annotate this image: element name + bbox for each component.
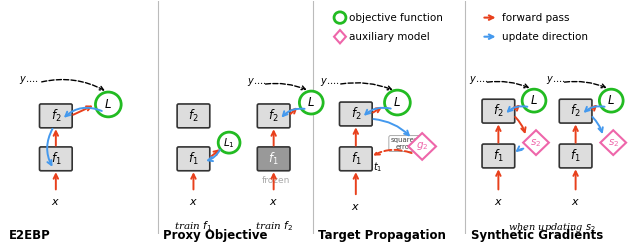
Circle shape: [522, 89, 546, 112]
Text: $x$: $x$: [494, 197, 503, 207]
Polygon shape: [523, 130, 549, 155]
Circle shape: [600, 89, 623, 112]
FancyBboxPatch shape: [257, 147, 290, 171]
Polygon shape: [600, 130, 626, 155]
FancyBboxPatch shape: [559, 144, 592, 168]
FancyBboxPatch shape: [177, 104, 210, 128]
Text: $x$: $x$: [51, 197, 60, 207]
Text: $f_1$: $f_1$: [188, 151, 199, 167]
Text: $y$....: $y$....: [468, 74, 488, 86]
Text: $f_2$: $f_2$: [570, 103, 581, 119]
Text: squared
error: squared error: [390, 137, 419, 150]
Text: forward pass: forward pass: [502, 13, 570, 23]
Text: frozen: frozen: [262, 176, 290, 185]
Text: $y$....: $y$....: [320, 76, 340, 88]
FancyBboxPatch shape: [339, 102, 372, 126]
Text: update direction: update direction: [502, 32, 588, 42]
Text: $L$: $L$: [307, 96, 315, 109]
FancyBboxPatch shape: [339, 147, 372, 171]
Text: when updating $s_2$: when updating $s_2$: [508, 221, 596, 234]
Text: $f_2$: $f_2$: [351, 106, 361, 122]
Text: $L$: $L$: [394, 96, 401, 109]
Text: $f_1$: $f_1$: [268, 151, 279, 167]
Text: train $f_1$: train $f_1$: [174, 219, 212, 233]
Text: $x$: $x$: [571, 197, 580, 207]
Text: $y$....: $y$....: [546, 74, 566, 86]
FancyBboxPatch shape: [40, 147, 72, 171]
Circle shape: [385, 90, 410, 115]
FancyBboxPatch shape: [177, 147, 210, 171]
Text: $f_1$: $f_1$: [51, 151, 61, 167]
Text: $f_2$: $f_2$: [493, 103, 504, 119]
Text: $g_2$: $g_2$: [416, 141, 428, 152]
Text: $y$....: $y$....: [247, 76, 266, 88]
Text: objective function: objective function: [349, 13, 443, 23]
Text: $L$: $L$: [607, 94, 615, 107]
Text: $L_1$: $L_1$: [223, 136, 235, 150]
Circle shape: [334, 12, 346, 23]
Text: $x$: $x$: [351, 202, 360, 212]
Text: $f_1$: $f_1$: [493, 148, 504, 164]
Text: $f_2$: $f_2$: [51, 108, 61, 124]
FancyBboxPatch shape: [40, 104, 72, 128]
Text: $x$: $x$: [269, 197, 278, 207]
Text: $s_2$: $s_2$: [531, 137, 541, 149]
Text: $f_1$: $f_1$: [351, 151, 361, 167]
Circle shape: [218, 132, 240, 153]
Text: $f_1$: $f_1$: [570, 148, 581, 164]
Circle shape: [95, 92, 121, 117]
Text: $L$: $L$: [530, 94, 538, 107]
FancyBboxPatch shape: [482, 144, 515, 168]
FancyBboxPatch shape: [482, 99, 515, 123]
Text: $s_2$: $s_2$: [607, 137, 619, 149]
Text: auxiliary model: auxiliary model: [349, 32, 429, 42]
Text: Synthetic Gradients: Synthetic Gradients: [470, 228, 603, 242]
Circle shape: [300, 91, 323, 114]
Text: $x$: $x$: [189, 197, 198, 207]
Text: Target Propagation: Target Propagation: [318, 228, 446, 242]
Text: $f_2$: $f_2$: [268, 108, 279, 124]
Text: $t_1$: $t_1$: [373, 160, 382, 174]
FancyBboxPatch shape: [257, 104, 290, 128]
Polygon shape: [408, 133, 436, 160]
Text: E2EBP: E2EBP: [10, 228, 51, 242]
Text: $L$: $L$: [104, 98, 112, 111]
Polygon shape: [334, 30, 346, 43]
Text: $f_2$: $f_2$: [188, 108, 199, 124]
Text: Proxy Objective: Proxy Objective: [163, 228, 268, 242]
Text: train $f_2$: train $f_2$: [255, 219, 292, 233]
FancyBboxPatch shape: [559, 99, 592, 123]
Text: $y$....: $y$....: [19, 74, 39, 86]
